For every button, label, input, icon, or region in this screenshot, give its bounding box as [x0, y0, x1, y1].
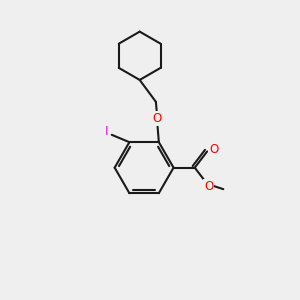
Text: O: O — [153, 112, 162, 125]
Text: I: I — [105, 125, 108, 138]
Text: O: O — [204, 180, 213, 193]
Text: O: O — [209, 143, 218, 157]
